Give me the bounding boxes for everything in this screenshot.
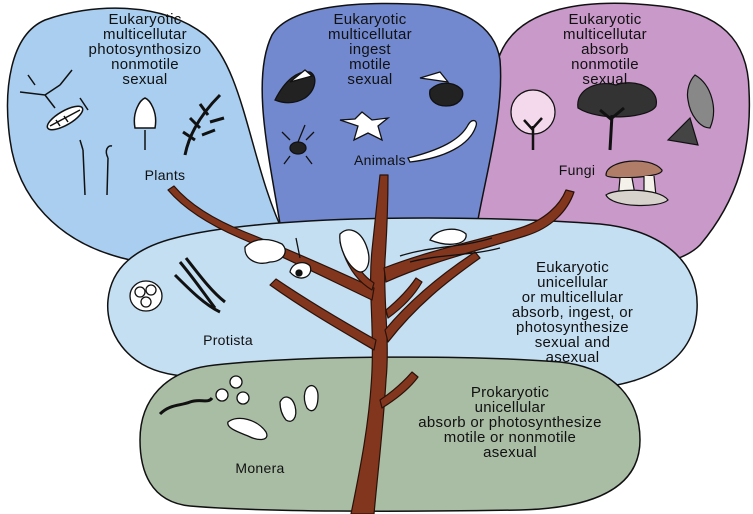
leaf-shape-icon xyxy=(686,74,715,129)
mole-icon xyxy=(429,82,464,107)
fungi-traits: Eukaryotic multicellutar absorb nonmotil… xyxy=(555,12,655,87)
protista-traits: Eukaryotic unicellular or multicellular … xyxy=(500,260,645,365)
branch-protista-left xyxy=(269,278,377,351)
bird-wing-icon xyxy=(289,69,314,83)
plants-trait-3: photosynthosizo xyxy=(88,41,202,58)
protista-trait-7: asexual xyxy=(545,349,600,366)
protista-trait-1: Eukaryotic xyxy=(535,259,610,276)
rod-bacterium-a-icon xyxy=(279,396,297,422)
animals-trait-1: Eukaryotic xyxy=(333,11,407,28)
monera-trait-5: asexual xyxy=(483,444,537,461)
plants-organism-icons xyxy=(19,69,225,196)
tadpole-icon xyxy=(407,119,478,163)
fungal-tree-trunk-icon xyxy=(599,106,625,151)
branch-protista-right xyxy=(384,251,481,343)
plants-trait-2: multicellutar xyxy=(103,26,187,43)
animals-trait-2: multicellutar xyxy=(328,26,412,43)
leaf-vein-icon xyxy=(49,109,81,127)
fungi-organism-icons xyxy=(510,74,715,207)
monera-organism-icons xyxy=(158,375,319,441)
mushroom-cap-icon xyxy=(605,160,663,179)
animals-traits: Eukaryotic multicellutar ingest motile s… xyxy=(320,12,420,87)
fungi-trait-5: sexual xyxy=(582,71,628,88)
flower-icon xyxy=(133,97,157,150)
animals-name: Animals xyxy=(354,152,406,168)
cone-shape-icon xyxy=(666,116,699,146)
protista-name: Protista xyxy=(203,332,253,348)
branch-fungi xyxy=(383,189,575,283)
fern-icon xyxy=(182,93,225,156)
plants-traits: Eukaryotic multicellutar photosynthosizo… xyxy=(80,12,210,87)
monera-name: Monera xyxy=(235,460,285,476)
branch-monera xyxy=(379,371,419,409)
animals-trait-4: motile xyxy=(349,56,391,73)
monera-region xyxy=(139,356,641,512)
flagella-lines-icon xyxy=(399,237,501,263)
monera-trait-3: absorb or photosynthesize xyxy=(418,414,602,431)
filament-protist-icon xyxy=(173,257,226,314)
protista-organism-icons xyxy=(129,228,501,314)
fish-fin-icon xyxy=(419,71,450,83)
tree-trunk-icon xyxy=(523,117,543,150)
protista-trait-5: photosynthesize xyxy=(516,319,629,336)
animals-trait-5: sexual xyxy=(347,71,393,88)
monera-traits: Prokaryotic unicellular absorb or photos… xyxy=(415,385,605,460)
paramecium-icon xyxy=(339,229,370,273)
protista-trait-2: unicellular xyxy=(537,274,608,291)
fungi-trait-3: absorb xyxy=(581,41,629,58)
colony-cell-a-icon xyxy=(134,286,146,298)
star-icon xyxy=(339,111,391,142)
mushroom-base-icon xyxy=(605,189,669,207)
spirochete-icon xyxy=(158,396,214,416)
protista-trait-4: absorb, ingest, or xyxy=(511,304,634,321)
coccus-c-icon xyxy=(236,391,250,405)
monera-trait-4: motile or nonmotile xyxy=(443,429,577,446)
fungi-trait-4: nonmotile xyxy=(571,56,639,73)
coccus-a-icon xyxy=(215,388,229,402)
plants-trait-5: sexual xyxy=(122,71,168,88)
rod-bacterium-b-icon xyxy=(303,385,319,412)
bird-icon xyxy=(274,71,316,104)
colony-cell-c-icon xyxy=(140,296,152,308)
plants-trait-4: nonmotile xyxy=(111,56,179,73)
animals-organism-icons xyxy=(274,69,478,165)
branch-twig-right xyxy=(385,277,423,319)
plants-name: Plants xyxy=(144,167,186,183)
protista-trait-6: sexual and xyxy=(534,334,611,351)
fungi-trait-2: multicellutar xyxy=(563,26,647,43)
flagellate-icon xyxy=(289,237,312,279)
fungi-name: Fungi xyxy=(558,162,596,178)
flagellate-nucleus-icon xyxy=(295,269,303,277)
branching-seaweed-icon xyxy=(19,69,89,111)
ant-legs-icon xyxy=(281,124,315,165)
coccus-b-icon xyxy=(229,375,243,389)
moss-stalk-icon xyxy=(79,139,113,196)
monera-trait-1: Prokaryotic xyxy=(470,384,550,401)
monera-trait-2: unicellular xyxy=(474,399,546,416)
protista-trait-3: or multicellular xyxy=(521,289,624,306)
amoeba-icon xyxy=(244,238,286,264)
bacillus-spotted-icon xyxy=(227,417,268,441)
fungi-trait-1: Eukaryotic xyxy=(568,11,642,28)
euglena-icon xyxy=(429,228,467,245)
fungal-tree-icon xyxy=(577,82,657,118)
plants-trait-1: Eukaryotic xyxy=(108,11,182,28)
colony-cell-b-icon xyxy=(145,284,157,296)
animals-trait-3: ingest xyxy=(349,41,391,58)
tree-trunk xyxy=(350,174,389,514)
ant-icon xyxy=(289,141,307,155)
